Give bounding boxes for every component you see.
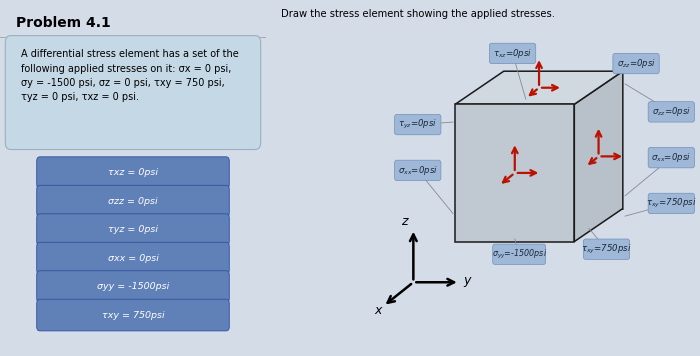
Text: $y$: $y$ (463, 275, 473, 289)
Polygon shape (574, 71, 623, 242)
Text: Problem 4.1: Problem 4.1 (16, 16, 111, 30)
FancyBboxPatch shape (395, 114, 441, 135)
FancyBboxPatch shape (648, 102, 694, 122)
Text: $\tau_{xz}$=0psi: $\tau_{xz}$=0psi (493, 47, 532, 60)
Text: τxz = 0psi: τxz = 0psi (108, 168, 158, 177)
FancyBboxPatch shape (648, 147, 694, 168)
FancyBboxPatch shape (583, 239, 630, 260)
FancyBboxPatch shape (36, 214, 230, 246)
Text: A differential stress element has a set of the
following applied stresses on it:: A differential stress element has a set … (21, 49, 239, 102)
FancyBboxPatch shape (493, 244, 546, 265)
FancyBboxPatch shape (395, 160, 441, 180)
Text: σyy = -1500psi: σyy = -1500psi (97, 282, 169, 291)
FancyBboxPatch shape (6, 36, 260, 150)
Polygon shape (455, 104, 574, 242)
Text: σzz = 0psi: σzz = 0psi (108, 197, 158, 206)
Text: τxy = 750psi: τxy = 750psi (102, 310, 164, 320)
Text: Draw the stress element showing the applied stresses.: Draw the stress element showing the appl… (281, 9, 555, 19)
Text: $\tau_{yz}$=0psi: $\tau_{yz}$=0psi (398, 118, 438, 131)
FancyBboxPatch shape (36, 299, 230, 331)
Polygon shape (455, 71, 623, 104)
FancyBboxPatch shape (489, 43, 536, 64)
FancyBboxPatch shape (36, 185, 230, 217)
Text: $z$: $z$ (401, 215, 410, 228)
FancyBboxPatch shape (613, 53, 659, 74)
Text: $\sigma_{yy}$=-1500psi: $\sigma_{yy}$=-1500psi (491, 248, 547, 261)
FancyBboxPatch shape (36, 157, 230, 189)
Text: $\sigma_{xx}$=0psi: $\sigma_{xx}$=0psi (652, 151, 692, 164)
FancyBboxPatch shape (648, 193, 694, 214)
Text: $\sigma_{xx}$=0psi: $\sigma_{xx}$=0psi (398, 164, 438, 177)
Text: σxx = 0psi: σxx = 0psi (108, 253, 158, 263)
Text: $x$: $x$ (374, 304, 384, 316)
Text: $\sigma_{zz}$=0psi: $\sigma_{zz}$=0psi (617, 57, 656, 70)
Text: $\tau_{xy}$=750psi: $\tau_{xy}$=750psi (646, 197, 696, 210)
Text: $\tau_{xy}$=750psi: $\tau_{xy}$=750psi (581, 243, 632, 256)
Text: $\sigma_{zz}$=0psi: $\sigma_{zz}$=0psi (652, 105, 691, 119)
Text: τyz = 0psi: τyz = 0psi (108, 225, 158, 234)
FancyBboxPatch shape (36, 271, 230, 303)
FancyBboxPatch shape (36, 242, 230, 274)
